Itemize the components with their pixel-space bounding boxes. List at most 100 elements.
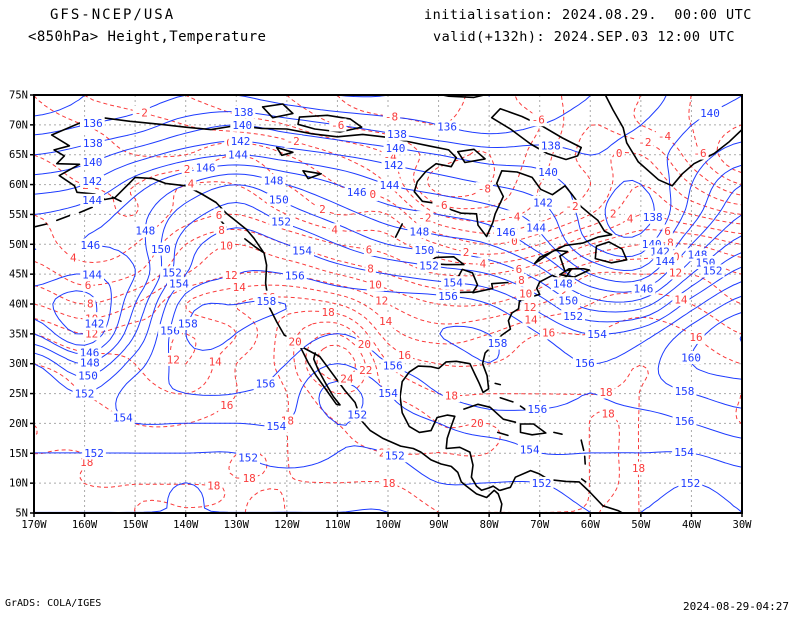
svg-text:8: 8 [87, 298, 94, 311]
lon-tick-label: 110W [325, 519, 351, 531]
svg-text:142: 142 [231, 135, 251, 148]
svg-text:6: 6 [366, 243, 373, 256]
svg-text:140: 140 [385, 142, 405, 155]
svg-text:140: 140 [700, 107, 720, 120]
svg-text:160: 160 [681, 351, 701, 364]
lon-tick-label: 50W [631, 519, 651, 531]
svg-text:-2: -2 [638, 136, 651, 149]
lat-tick-label: 5N [15, 508, 28, 520]
lat-tick-label: 45N [9, 269, 28, 281]
svg-text:152: 152 [563, 310, 583, 323]
svg-text:154: 154 [378, 387, 398, 400]
lon-tick-label: 130W [224, 519, 250, 531]
svg-text:156: 156 [285, 270, 305, 283]
svg-text:150: 150 [151, 243, 171, 256]
lat-tick-label: 15N [9, 448, 28, 460]
creation-timestamp: 2024-08-29-04:27 [683, 600, 789, 613]
lon-tick-label: 140W [173, 519, 199, 531]
svg-text:10: 10 [369, 279, 382, 292]
svg-text:144: 144 [526, 222, 546, 235]
svg-text:22: 22 [359, 364, 372, 377]
svg-text:158: 158 [256, 295, 276, 308]
svg-text:152: 152 [419, 259, 439, 272]
svg-text:154: 154 [674, 446, 694, 459]
svg-text:4: 4 [331, 224, 338, 237]
svg-text:6: 6 [85, 279, 92, 292]
svg-text:8: 8 [667, 237, 674, 250]
lon-tick-label: 100W [375, 519, 401, 531]
svg-text:142: 142 [533, 196, 553, 209]
svg-text:24: 24 [340, 372, 354, 385]
lon-tick-label: 60W [581, 519, 601, 531]
svg-text:-2: -2 [135, 106, 148, 119]
axis-labels: 75N70N65N60N55N50N45N40N35N30N25N20N15N1… [9, 90, 752, 532]
lat-tick-label: 55N [9, 209, 28, 221]
svg-text:18: 18 [207, 480, 220, 493]
model-title: GFS-NCEP/USA [50, 7, 176, 23]
svg-text:4: 4 [627, 213, 634, 226]
lat-tick-label: 60N [9, 179, 28, 191]
svg-text:14: 14 [209, 356, 223, 369]
svg-text:152: 152 [385, 450, 405, 463]
svg-text:12: 12 [669, 267, 682, 280]
svg-text:148: 148 [553, 278, 573, 291]
svg-text:20: 20 [358, 338, 371, 351]
svg-text:150: 150 [558, 294, 578, 307]
svg-text:12: 12 [523, 301, 536, 314]
svg-text:154: 154 [266, 420, 286, 433]
svg-text:144: 144 [655, 255, 675, 268]
lat-tick-label: 50N [9, 239, 28, 251]
svg-text:-6: -6 [434, 199, 447, 212]
svg-text:2: 2 [463, 246, 470, 259]
svg-text:146: 146 [80, 239, 100, 252]
svg-text:156: 156 [675, 415, 695, 428]
svg-text:138: 138 [643, 211, 663, 224]
svg-text:-2: -2 [286, 135, 299, 148]
svg-text:148: 148 [135, 225, 155, 238]
svg-text:0: 0 [616, 147, 623, 160]
svg-text:150: 150 [78, 370, 98, 383]
lat-tick-label: 75N [9, 90, 28, 102]
svg-text:-8: -8 [385, 110, 398, 123]
svg-text:12: 12 [375, 295, 388, 308]
lon-tick-label: 30W [733, 519, 753, 531]
svg-text:144: 144 [82, 194, 102, 207]
lat-tick-label: 30N [9, 358, 28, 370]
svg-text:4: 4 [188, 178, 195, 191]
svg-text:156: 156 [575, 357, 595, 370]
svg-text:16: 16 [689, 331, 702, 344]
svg-text:142: 142 [82, 175, 102, 188]
svg-text:152: 152 [162, 267, 182, 280]
grads-credit: GrADS: COLA/IGES [5, 598, 102, 609]
svg-text:144: 144 [82, 269, 102, 282]
svg-text:154: 154 [169, 278, 189, 291]
svg-text:146: 146 [347, 186, 367, 199]
svg-text:12: 12 [167, 353, 180, 366]
svg-text:158: 158 [675, 385, 695, 398]
svg-text:152: 152 [532, 477, 552, 490]
initialisation-time: initialisation: 2024.08.29. 00:00 UTC [424, 7, 752, 23]
svg-text:150: 150 [269, 193, 289, 206]
svg-text:14: 14 [524, 314, 538, 327]
svg-text:142: 142 [84, 318, 104, 331]
svg-text:20: 20 [471, 417, 484, 430]
lon-tick-label: 90W [429, 519, 449, 531]
svg-text:18: 18 [632, 462, 645, 475]
svg-text:20: 20 [288, 335, 301, 348]
svg-text:2: 2 [610, 208, 617, 221]
svg-text:148: 148 [409, 226, 429, 239]
svg-text:10: 10 [519, 287, 532, 300]
svg-text:16: 16 [398, 349, 411, 362]
svg-text:2: 2 [184, 163, 191, 176]
svg-text:14: 14 [379, 315, 393, 328]
svg-text:138: 138 [83, 137, 103, 150]
svg-text:144: 144 [379, 179, 399, 192]
svg-text:140: 140 [232, 119, 252, 132]
lon-tick-label: 40W [682, 519, 702, 531]
svg-text:152: 152 [680, 477, 700, 490]
svg-text:156: 156 [438, 290, 458, 303]
svg-text:-2: -2 [565, 200, 578, 213]
lat-tick-label: 20N [9, 418, 28, 430]
contour-label-layer: -8-8-6-6-6-6-4-4-4-4-2-2-2-2-20000022222… [68, 105, 725, 493]
